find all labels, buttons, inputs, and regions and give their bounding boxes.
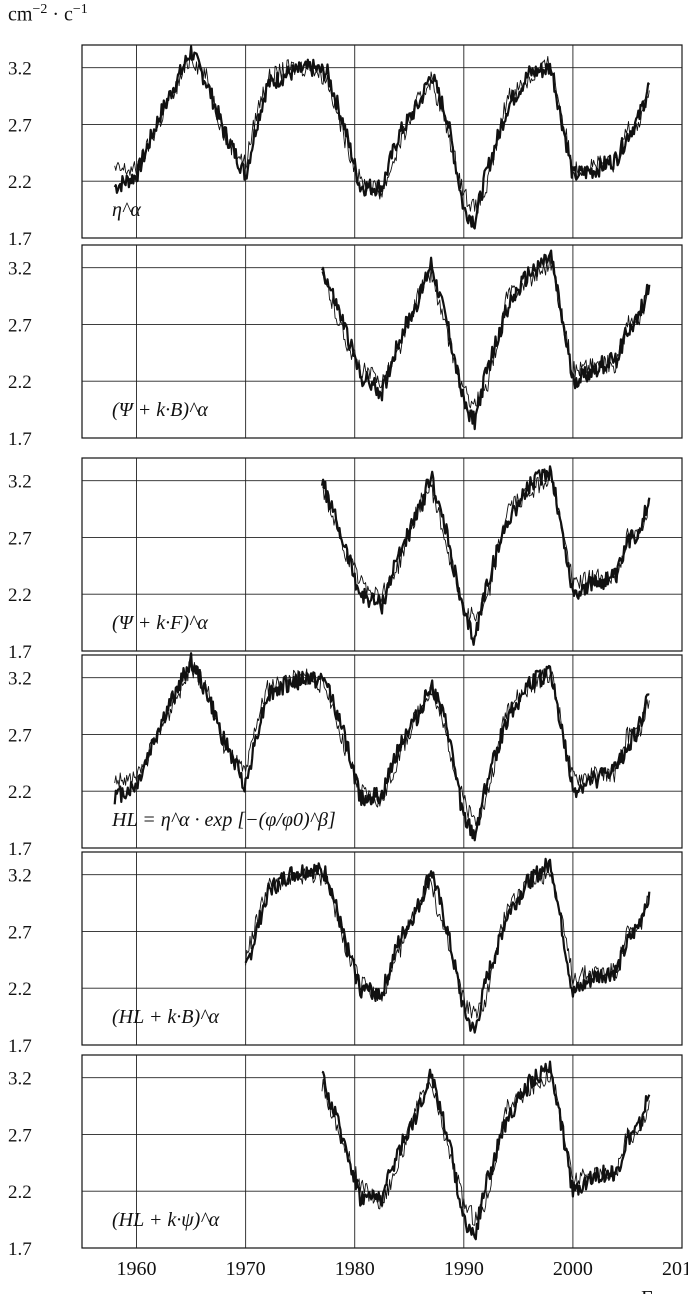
panel-label: (HL + k·B)^α — [112, 1006, 220, 1028]
y-tick-label: 1.7 — [8, 642, 32, 663]
series-line-thin — [114, 659, 650, 826]
x-tick-label: 2010 — [662, 1258, 688, 1280]
series-line-thin — [245, 868, 650, 1019]
series-line-thick — [321, 249, 651, 431]
panel-label: (HL + k·ψ)^α — [112, 1209, 220, 1231]
panel-label: HL = η^α · exp [−(φ/φ0)^β] — [111, 809, 336, 831]
y-unit-label: cm−2 · c−1 — [8, 2, 88, 27]
y-tick-label: 2.7 — [8, 528, 32, 549]
y-tick-label: 3.2 — [8, 1069, 32, 1090]
y-tick-label: 3.2 — [8, 472, 32, 493]
y-tick-label: 2.7 — [8, 315, 32, 336]
y-tick-label: 2.7 — [8, 725, 32, 746]
y-tick-label: 2.2 — [8, 782, 32, 803]
series-line-thin — [321, 1067, 650, 1226]
y-unit-exp1: −2 — [32, 2, 48, 17]
x-tick-label: 1960 — [117, 1258, 157, 1280]
series-line-thick — [320, 465, 651, 646]
x-axis-label: Годы — [641, 1287, 684, 1294]
y-tick-label: 3.2 — [8, 259, 32, 280]
y-tick-label: 1.7 — [8, 1036, 32, 1057]
y-tick-label: 2.7 — [8, 115, 32, 136]
y-tick-label: 3.2 — [8, 669, 32, 690]
y-tick-label: 3.2 — [8, 866, 32, 887]
series-line-thick — [113, 45, 651, 230]
y-tick-label: 1.7 — [8, 229, 32, 250]
y-tick-label: 2.2 — [8, 979, 32, 1000]
series-line-thick — [321, 1060, 651, 1241]
y-tick-label: 2.7 — [8, 922, 32, 943]
series-line-thin — [114, 55, 650, 214]
series-line-thick — [113, 652, 650, 842]
y-tick-label: 2.2 — [8, 1182, 32, 1203]
y-tick-label: 1.7 — [8, 1239, 32, 1260]
y-unit-mid: · c — [47, 3, 73, 26]
y-tick-label: 1.7 — [8, 429, 32, 450]
y-unit-exp2: −1 — [72, 2, 88, 17]
x-tick-label: 1970 — [226, 1258, 266, 1280]
panel-label: η^α — [112, 199, 141, 221]
series-line-thin — [321, 467, 650, 622]
y-tick-label: 2.2 — [8, 172, 32, 193]
x-tick-label: 1990 — [444, 1258, 484, 1280]
panel-label: (Ψ + k·B)^α — [112, 399, 208, 421]
x-tick-label: 1980 — [335, 1258, 375, 1280]
panel-label: (Ψ + k·F)^α — [112, 612, 208, 634]
y-tick-label: 2.2 — [8, 372, 32, 393]
y-tick-label: 1.7 — [8, 839, 32, 860]
y-tick-label: 3.2 — [8, 59, 32, 80]
x-tick-label: 2000 — [553, 1258, 593, 1280]
y-tick-label: 2.7 — [8, 1125, 32, 1146]
series-line-thin — [321, 255, 650, 409]
y-unit-base: cm — [8, 3, 33, 26]
panel-frame — [81, 44, 683, 239]
series-line-thick — [244, 857, 651, 1034]
y-tick-label: 2.2 — [8, 585, 32, 606]
